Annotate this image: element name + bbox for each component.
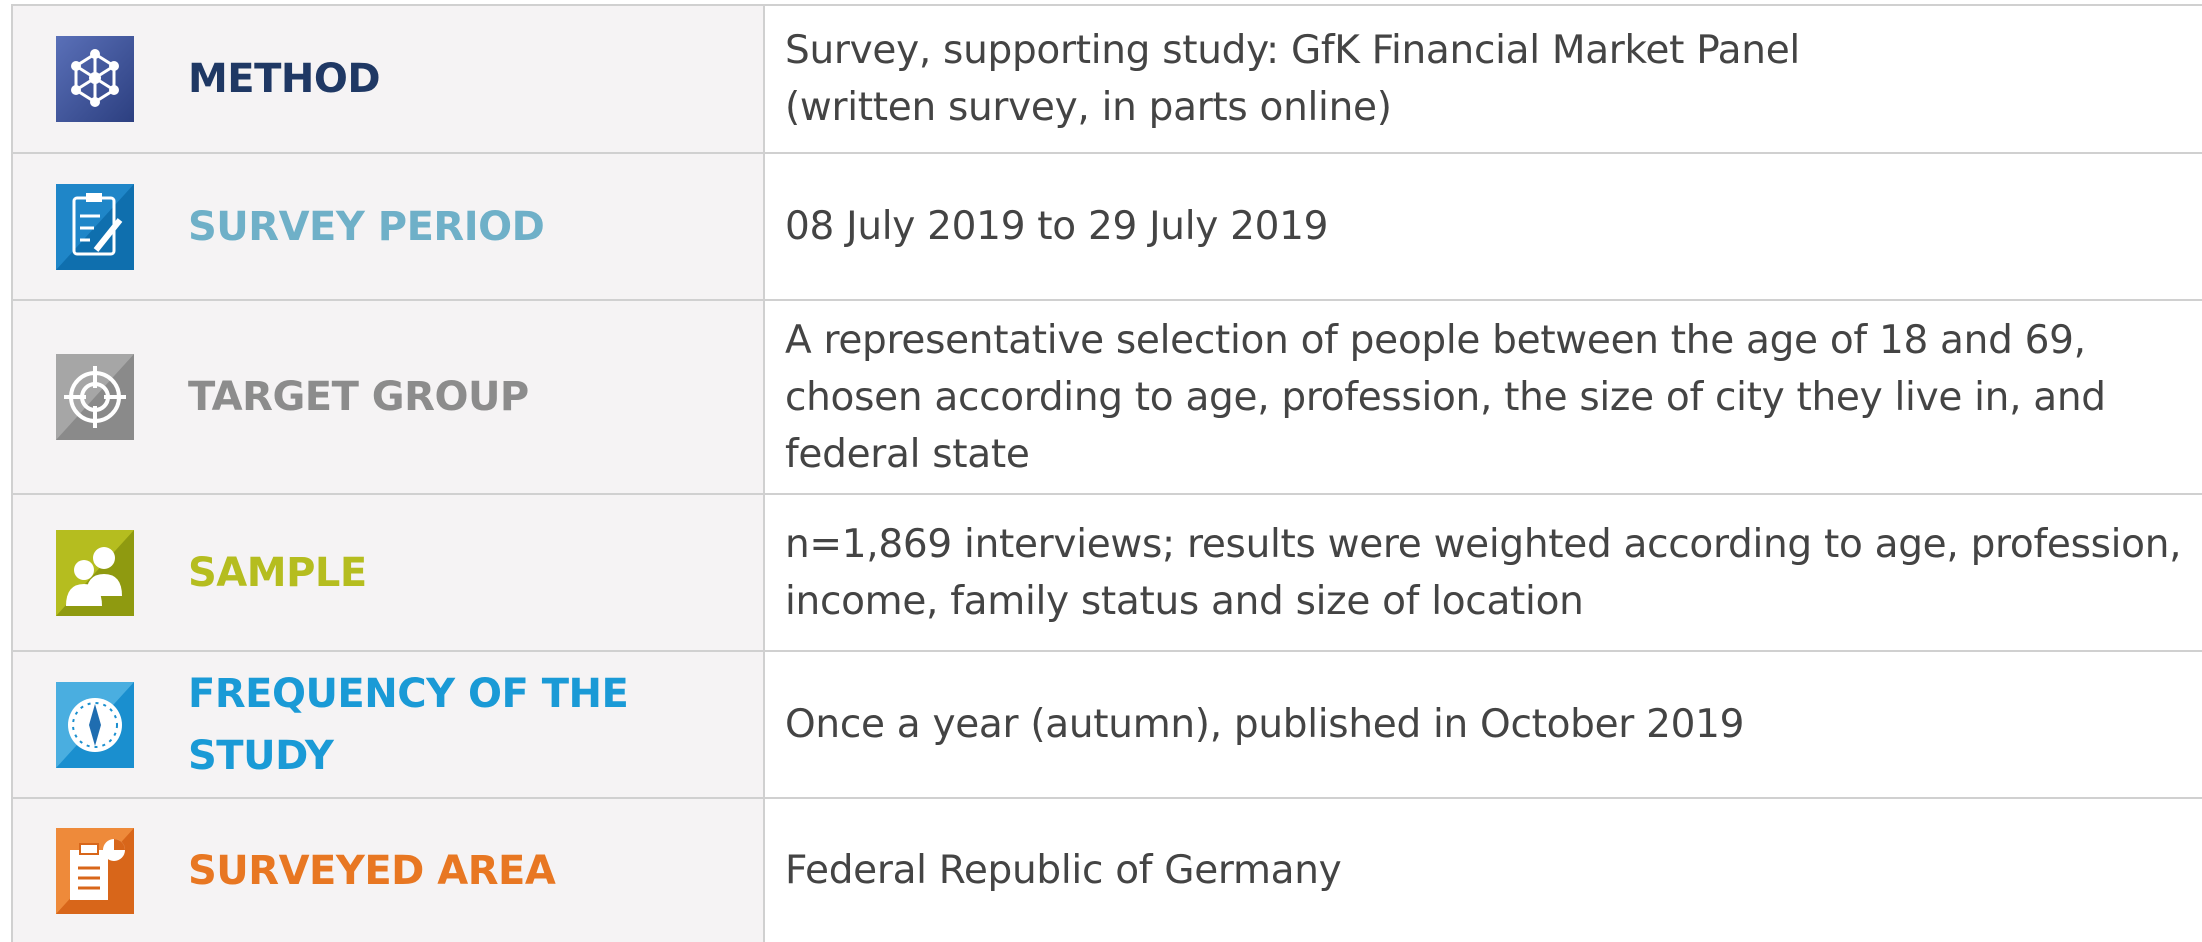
text-line: Survey, supporting study: GfK Financial … bbox=[785, 28, 1800, 73]
text-cell: n=1,869 interviews; results were weighte… bbox=[765, 495, 2202, 650]
text-cell: Once a year (autumn), published in Octob… bbox=[765, 652, 2202, 797]
label-cell: SURVEY PERIOD bbox=[11, 154, 765, 299]
method-icon bbox=[56, 36, 134, 122]
target-group-icon bbox=[56, 354, 134, 440]
survey-period-icon bbox=[56, 183, 134, 270]
sample-icon bbox=[56, 529, 134, 616]
text-cell: 08 July 2019 to 29 July 2019 bbox=[765, 154, 2202, 299]
row-label: SURVEYED AREA bbox=[188, 847, 556, 894]
row: SAMPLE n=1,869 interviews; results were … bbox=[11, 495, 2202, 652]
text-line: n=1,869 interviews; results were weighte… bbox=[785, 521, 2182, 567]
frequency-icon bbox=[56, 681, 134, 768]
text-line: 08 July 2019 to 29 July 2019 bbox=[785, 204, 1329, 249]
label-cell: SAMPLE bbox=[11, 495, 765, 650]
surveyed-area-icon bbox=[56, 827, 134, 914]
label-cell: METHOD bbox=[11, 6, 765, 152]
row: SURVEYED AREA Federal Republic of German… bbox=[11, 799, 2202, 942]
text-line: (written survey, in parts online) bbox=[785, 85, 1392, 130]
row-label: SAMPLE bbox=[188, 549, 367, 596]
text-line: federal state bbox=[785, 431, 1030, 477]
row-label: METHOD bbox=[188, 56, 381, 102]
info-table: METHOD Survey, supporting study: GfK Fin… bbox=[11, 4, 2202, 942]
row: METHOD Survey, supporting study: GfK Fin… bbox=[11, 6, 2202, 154]
label-cell: FREQUENCY OF THE STUDY bbox=[11, 652, 765, 797]
text-line: Once a year (autumn), published in Octob… bbox=[785, 702, 1745, 747]
row-label: SURVEY PERIOD bbox=[188, 203, 545, 250]
text-cell: Federal Republic of Germany bbox=[765, 799, 2202, 942]
text-cell: Survey, supporting study: GfK Financial … bbox=[765, 6, 2202, 152]
row-label: TARGET GROUP bbox=[188, 374, 529, 420]
text-line: chosen according to age, profession, the… bbox=[785, 374, 2106, 420]
text-line: A representative selection of people bet… bbox=[785, 317, 2086, 363]
row: TARGET GROUP A representative selection … bbox=[11, 301, 2202, 495]
text-line: Federal Republic of Germany bbox=[785, 848, 1342, 893]
row: SURVEY PERIOD 08 July 2019 to 29 July 20… bbox=[11, 154, 2202, 301]
label-cell: SURVEYED AREA bbox=[11, 799, 765, 942]
text-cell: A representative selection of people bet… bbox=[765, 301, 2202, 493]
row: FREQUENCY OF THE STUDY Once a year (autu… bbox=[11, 652, 2202, 799]
text-line: income, family status and size of locati… bbox=[785, 578, 1584, 624]
row-label: FREQUENCY OF THE STUDY bbox=[188, 670, 629, 779]
label-cell: TARGET GROUP bbox=[11, 301, 765, 493]
